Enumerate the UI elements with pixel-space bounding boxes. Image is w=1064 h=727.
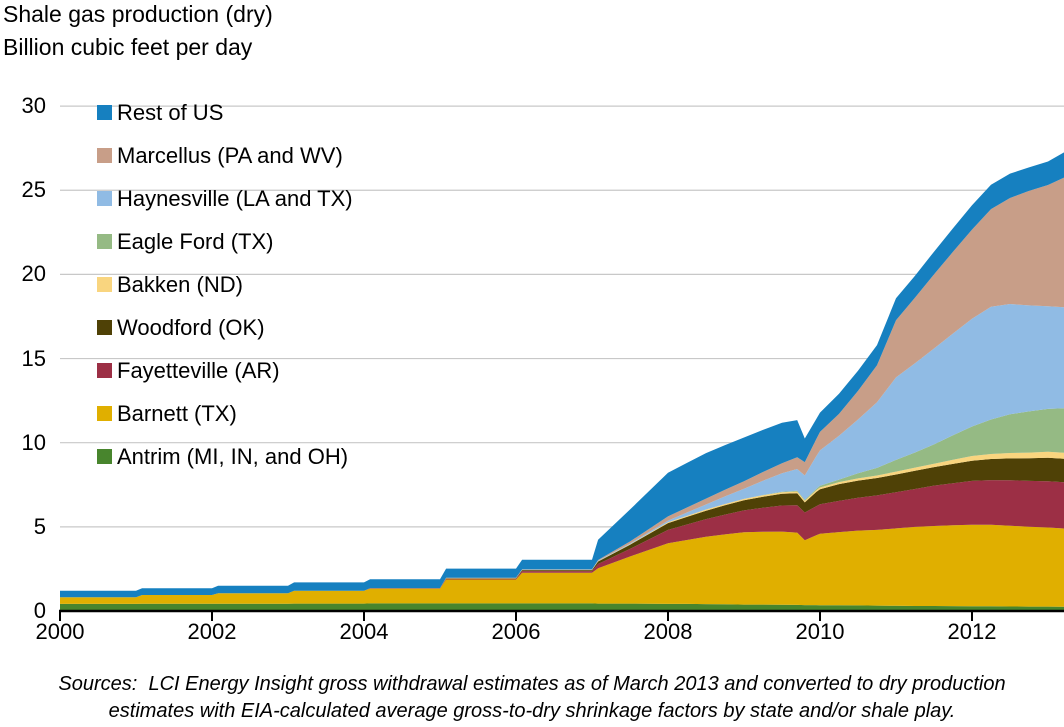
x-axis-label: 2002 xyxy=(187,619,237,644)
y-axis-label: 5 xyxy=(33,513,46,539)
legend-swatch-eagleford xyxy=(97,234,112,249)
y-axis-label: 30 xyxy=(21,93,46,119)
legend-item-antrim: Antrim (MI, IN, and OH) xyxy=(97,445,353,488)
legend-item-fayetteville: Fayetteville (AR) xyxy=(97,359,353,402)
legend: Rest of US Marcellus (PA and WV) Haynesvil… xyxy=(97,101,353,488)
legend-label-bakken: Bakken (ND) xyxy=(117,272,243,297)
legend-swatch-fayetteville xyxy=(97,363,112,378)
source-line-2: estimates with EIA-calculated average gr… xyxy=(108,700,956,722)
legend-swatch-woodford xyxy=(97,320,112,335)
legend-item-haynesville: Haynesville (LA and TX) xyxy=(97,187,353,230)
legend-swatch-barnett xyxy=(97,406,112,421)
area-woodford xyxy=(60,457,1064,598)
x-axis-label: 2006 xyxy=(491,619,541,644)
area-haynesville xyxy=(60,304,1064,598)
legend-label-marcellus: Marcellus (PA and WV) xyxy=(117,143,343,168)
legend-item-bakken: Bakken (ND) xyxy=(97,273,353,316)
legend-item-barnett: Barnett (TX) xyxy=(97,402,353,445)
source-line-1: Sources: LCI Energy Insight gross withdr… xyxy=(58,673,1006,695)
area-marcellus xyxy=(60,177,1064,598)
legend-swatch-haynesville xyxy=(97,191,112,206)
legend-item-woodford: Woodford (OK) xyxy=(97,316,353,359)
legend-label-fayetteville: Fayetteville (AR) xyxy=(117,358,280,383)
legend-swatch-marcellus xyxy=(97,148,112,163)
legend-label-haynesville: Haynesville (LA and TX) xyxy=(117,186,353,211)
legend-swatch-antrim xyxy=(97,449,112,464)
x-axis-label: 2012 xyxy=(947,619,997,644)
x-axis-label: 2000 xyxy=(35,619,85,644)
chart-subtitle: Billion cubic feet per day xyxy=(3,34,253,60)
legend-swatch-restofus xyxy=(97,105,112,120)
legend-label-barnett: Barnett (TX) xyxy=(117,401,237,426)
area-fayetteville xyxy=(60,480,1064,598)
x-axis-label: 2004 xyxy=(339,619,389,644)
area-barnett xyxy=(60,524,1064,607)
legend-label-restofus: Rest of US xyxy=(117,100,224,125)
x-axis-label: 2010 xyxy=(795,619,845,644)
y-axis-label: 25 xyxy=(21,177,46,203)
legend-swatch-bakken xyxy=(97,277,112,292)
legend-item-marcellus: Marcellus (PA and WV) xyxy=(97,144,353,187)
legend-label-antrim: Antrim (MI, IN, and OH) xyxy=(117,444,349,469)
area-restofus xyxy=(60,152,1064,598)
legend-item-eagleford: Eagle Ford (TX) xyxy=(97,230,353,273)
y-axis-label: 10 xyxy=(21,429,46,455)
source-note: Sources: LCI Energy Insight gross withdr… xyxy=(0,671,1064,725)
y-axis-label: 15 xyxy=(21,345,46,371)
x-axis-label: 2008 xyxy=(643,619,693,644)
area-antrim xyxy=(60,603,1064,611)
legend-label-eagleford: Eagle Ford (TX) xyxy=(117,229,274,254)
legend-label-woodford: Woodford (OK) xyxy=(117,315,265,340)
legend-item-restofus: Rest of US xyxy=(97,101,353,144)
chart-title: Shale gas production (dry) xyxy=(3,1,273,27)
y-axis-label: 20 xyxy=(21,261,46,287)
y-axis-label: 0 xyxy=(33,598,46,623)
